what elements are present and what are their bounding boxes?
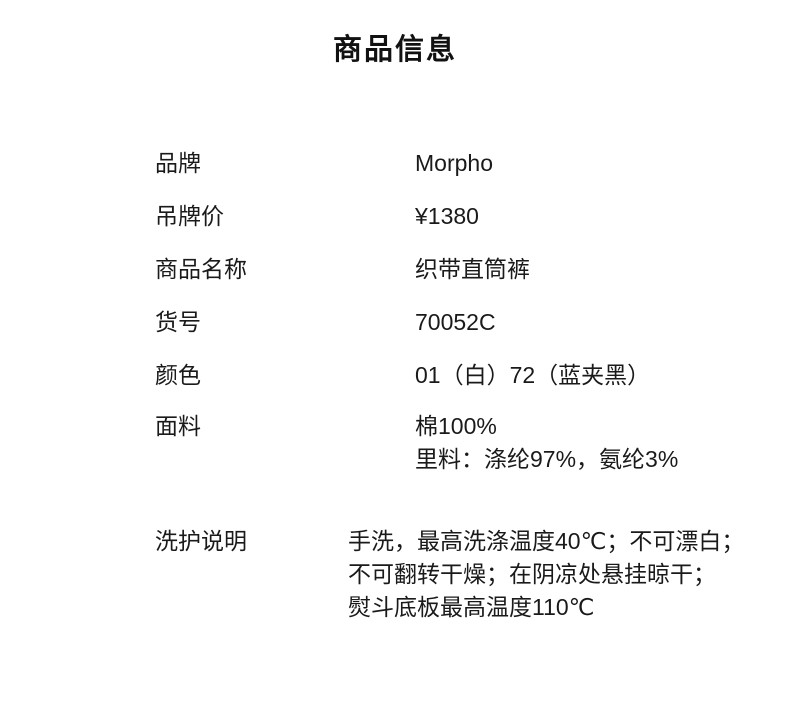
tag-price-label: 吊牌价 [155,203,224,229]
color-value: 01（白）72（蓝夹黑） [415,362,651,388]
product-name-label: 商品名称 [155,256,247,282]
page-title: 商品信息 [332,34,457,66]
tag-price-value: ¥1380 [415,203,479,229]
item-number-value: 70052C [415,309,496,335]
item-number-label: 货号 [155,309,201,335]
care-instructions-value: 手洗，最高洗涤温度40℃；不可漂白； 不可翻转干燥；在阴凉处悬挂晾干； 熨斗底板… [348,528,745,620]
brand-value: Morpho [415,150,493,176]
fabric-value: 棉100% 里料：涤纶97%，氨纶3% [415,413,679,472]
fabric-label: 面料 [155,413,201,439]
product-name-value: 织带直筒裤 [415,256,530,282]
brand-label: 品牌 [155,150,201,176]
care-instructions-label: 洗护说明 [155,528,247,554]
color-label: 颜色 [155,362,201,388]
